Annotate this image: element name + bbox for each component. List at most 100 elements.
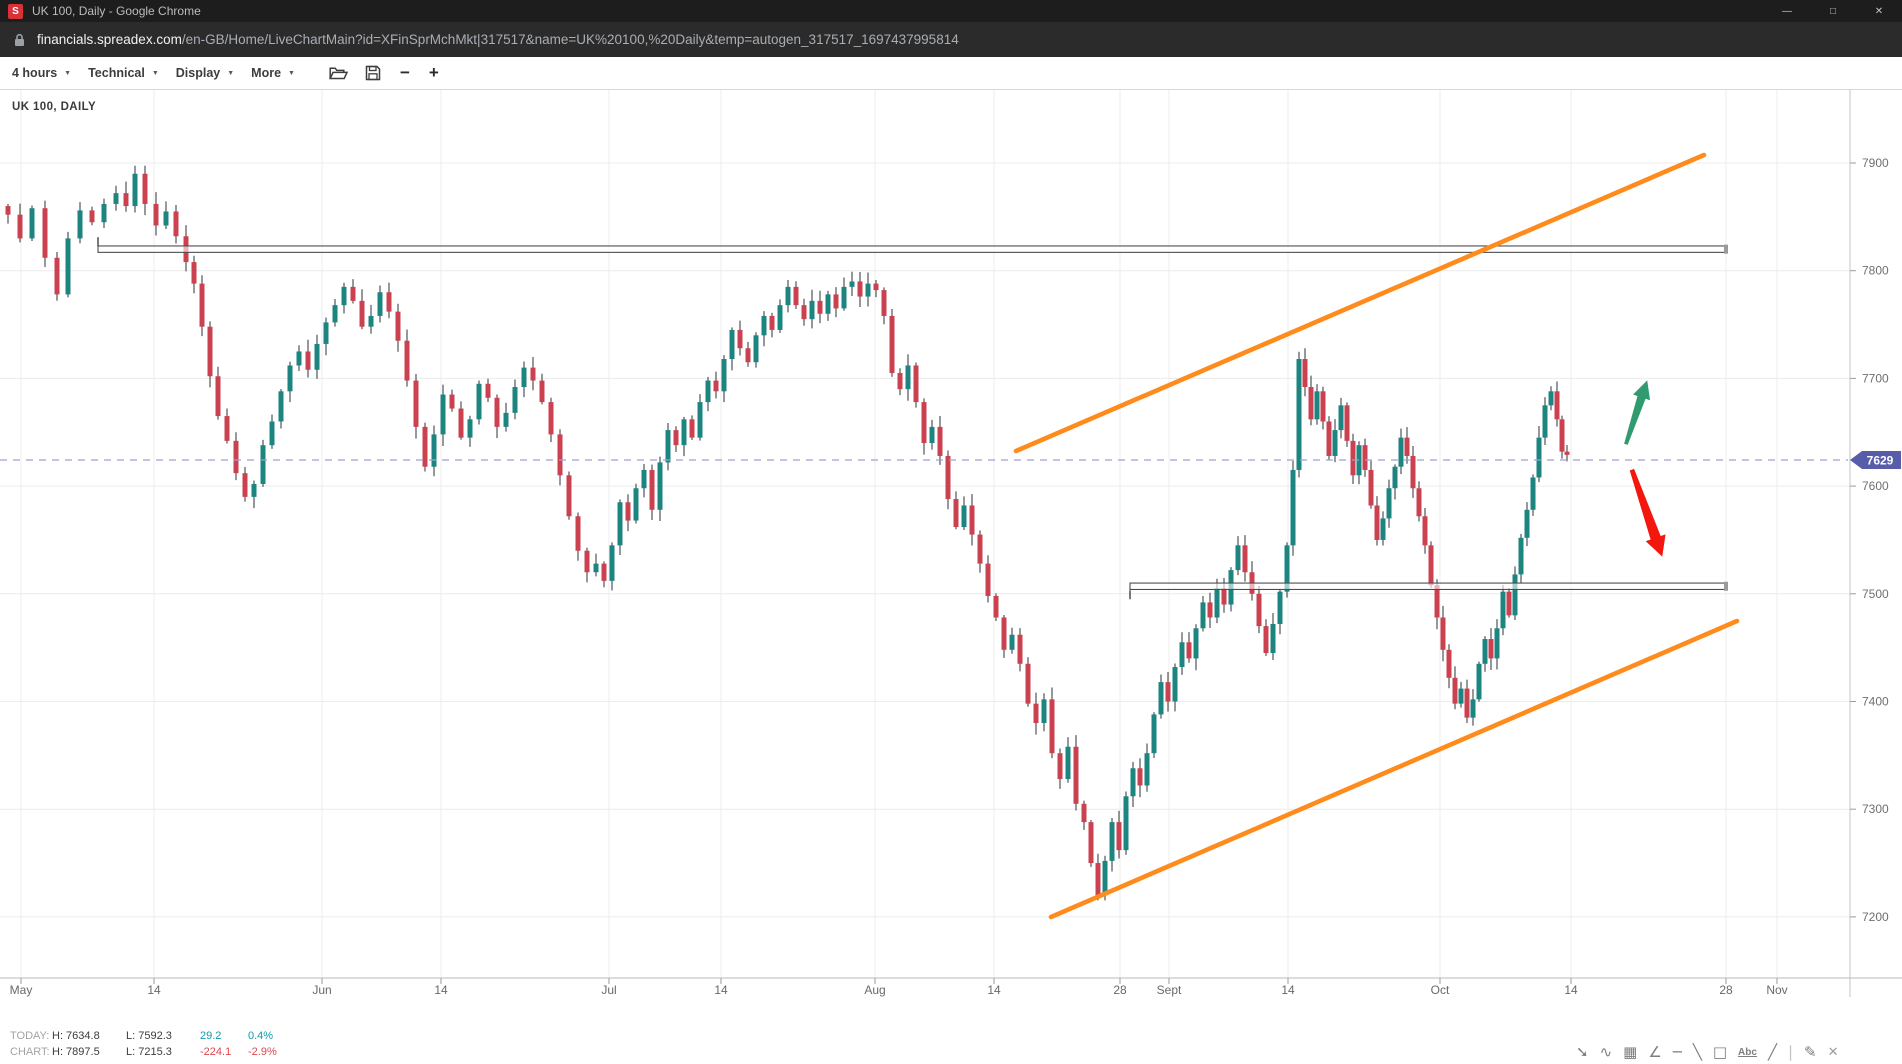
candle bbox=[332, 305, 338, 323]
menu-more[interactable]: More ▼ bbox=[251, 66, 297, 80]
today-high: H: 7634.8 bbox=[52, 1030, 100, 1042]
candle bbox=[985, 563, 991, 596]
delete-drawing-icon[interactable]: ✕ bbox=[1827, 1044, 1839, 1060]
stats-row-today: TODAY: H: 7634.8 L: 7592.3 29.2 0.4% bbox=[10, 1028, 296, 1044]
address-bar[interactable]: financials.spreadex.com/en-GB/Home/LiveC… bbox=[0, 22, 1902, 57]
menu-timeframe[interactable]: 4 hours ▼ bbox=[12, 66, 73, 80]
date-tick-label: Nov bbox=[1766, 983, 1787, 997]
candle bbox=[17, 214, 23, 239]
candle bbox=[1200, 602, 1206, 629]
candle bbox=[1235, 545, 1241, 571]
candle bbox=[1109, 822, 1115, 861]
candle bbox=[1065, 746, 1071, 780]
candle bbox=[101, 203, 107, 223]
candle bbox=[1506, 591, 1512, 616]
candle bbox=[1374, 505, 1380, 540]
candle bbox=[191, 262, 197, 284]
candle bbox=[1386, 488, 1392, 519]
candle bbox=[1332, 430, 1338, 456]
candle bbox=[113, 193, 119, 204]
candle bbox=[1548, 391, 1554, 406]
candle bbox=[142, 173, 148, 204]
candle bbox=[1009, 634, 1015, 650]
candle bbox=[1302, 359, 1308, 388]
candle bbox=[1464, 688, 1470, 718]
freehand-curve-icon[interactable]: ∿ bbox=[1599, 1043, 1613, 1061]
candle bbox=[841, 286, 847, 309]
diagonal-line-icon[interactable]: ╱ bbox=[1767, 1043, 1777, 1061]
candle bbox=[1494, 628, 1500, 659]
trend-fan-icon[interactable]: ∠ bbox=[1648, 1043, 1662, 1061]
candle bbox=[1458, 688, 1464, 704]
channel-lower-trendline bbox=[1048, 618, 1740, 920]
chart-low: L: 7215.3 bbox=[126, 1046, 172, 1058]
candle bbox=[1380, 518, 1386, 540]
candle bbox=[350, 286, 356, 301]
candle bbox=[207, 326, 213, 377]
url-text[interactable]: financials.spreadex.com/en-GB/Home/LiveC… bbox=[37, 32, 959, 47]
today-label: TODAY: bbox=[10, 1030, 50, 1042]
candle bbox=[1488, 639, 1494, 659]
candle bbox=[801, 305, 807, 320]
price-tick-label: 7400 bbox=[1862, 695, 1889, 709]
save-chart-button[interactable] bbox=[365, 65, 381, 81]
candle bbox=[42, 208, 48, 258]
candle bbox=[1428, 545, 1434, 586]
zoom-in-button[interactable]: + bbox=[428, 63, 439, 82]
drawing-toolbar: ➘ ∿ ▦ ∠ ─ ╲ □ Abc ╱ | ✎ ✕ bbox=[1576, 1040, 1839, 1064]
horizontal-line-icon[interactable]: ─ bbox=[1672, 1043, 1682, 1061]
price-tick-label: 7500 bbox=[1862, 587, 1889, 601]
resistance-band-handle bbox=[1724, 244, 1728, 254]
candle bbox=[1057, 753, 1063, 780]
candle bbox=[1041, 699, 1047, 724]
toolbar-separator: | bbox=[1787, 1043, 1794, 1061]
chart-toolbar: 4 hours ▼ Technical ▼ Display ▼ More ▼ −… bbox=[0, 57, 1902, 90]
brush-icon[interactable]: ✎ bbox=[1804, 1043, 1817, 1061]
candle bbox=[593, 563, 599, 573]
date-tick-label: 28 bbox=[1719, 983, 1733, 997]
candle bbox=[681, 419, 687, 446]
date-tick-label: Aug bbox=[864, 983, 885, 997]
candle bbox=[467, 419, 473, 438]
candle bbox=[673, 430, 679, 446]
chart-symbol-label: UK 100, DAILY bbox=[12, 101, 96, 113]
candle bbox=[153, 203, 159, 226]
maximize-button[interactable]: □ bbox=[1829, 5, 1837, 17]
candle bbox=[1025, 663, 1031, 704]
minimize-button[interactable]: — bbox=[1782, 5, 1792, 17]
close-button[interactable]: ✕ bbox=[1874, 5, 1884, 17]
candle bbox=[251, 483, 257, 497]
candle bbox=[1368, 469, 1374, 506]
candle bbox=[377, 292, 383, 316]
candle bbox=[1137, 768, 1143, 786]
fibonacci-grid-icon[interactable]: ▦ bbox=[1623, 1043, 1638, 1061]
price-chart-canvas[interactable]: 7900 7800 7700 7600 7500 7400 7300 7200 May 14 Jun… bbox=[0, 90, 1902, 997]
candle bbox=[1500, 591, 1506, 629]
candle bbox=[1158, 682, 1164, 715]
open-chart-button[interactable] bbox=[329, 66, 348, 81]
candle bbox=[422, 426, 428, 467]
candle bbox=[566, 475, 572, 517]
menu-technical[interactable]: Technical ▼ bbox=[88, 66, 161, 80]
candle bbox=[404, 340, 410, 381]
cursor-arrow-icon[interactable]: ➘ bbox=[1576, 1043, 1589, 1061]
trend-line-icon[interactable]: ╲ bbox=[1692, 1043, 1702, 1061]
rectangle-icon[interactable]: □ bbox=[1712, 1043, 1728, 1061]
date-tick-label: Oct bbox=[1431, 983, 1450, 997]
zoom-out-button[interactable]: − bbox=[399, 63, 410, 82]
menu-display[interactable]: Display ▼ bbox=[176, 66, 236, 80]
candle bbox=[809, 300, 815, 320]
candle bbox=[769, 315, 775, 330]
candle bbox=[609, 545, 615, 581]
candle bbox=[1350, 440, 1356, 476]
candle bbox=[1033, 703, 1039, 724]
date-tick-label: Jun bbox=[312, 983, 331, 997]
candle bbox=[1326, 421, 1332, 456]
candle bbox=[1410, 455, 1416, 489]
candle bbox=[287, 365, 293, 392]
candle bbox=[753, 335, 759, 363]
text-label-icon[interactable]: Abc bbox=[1738, 1046, 1757, 1058]
candle bbox=[1017, 634, 1023, 664]
candle bbox=[1452, 677, 1458, 704]
candle bbox=[359, 300, 365, 327]
